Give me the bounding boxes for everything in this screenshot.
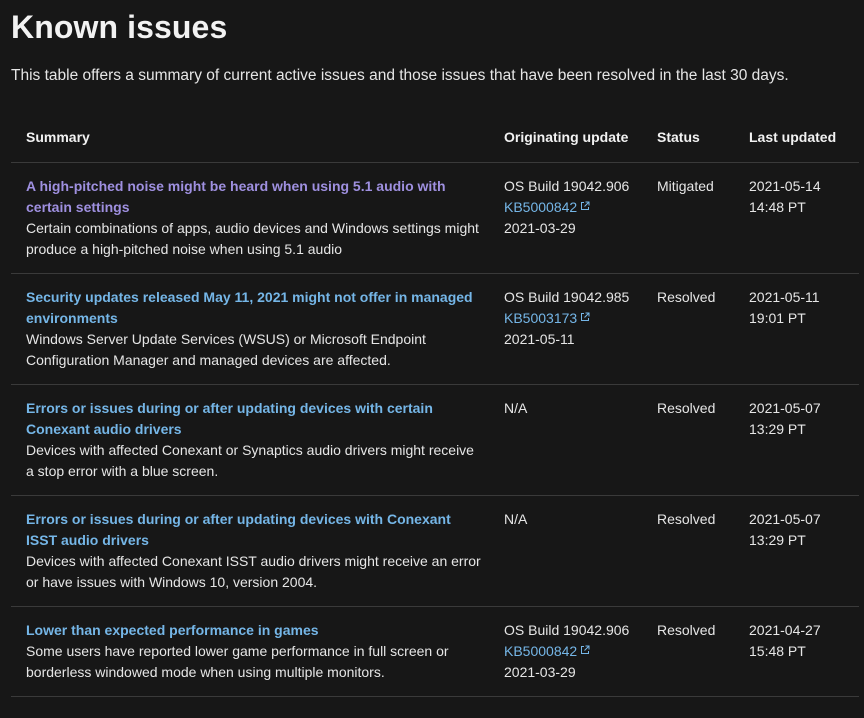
issue-description: Windows Server Update Services (WSUS) or…: [26, 331, 426, 368]
table-row: Errors or issues during or after updatin…: [11, 384, 859, 496]
page-title: Known issues: [11, 9, 228, 45]
header-status: Status: [642, 117, 734, 163]
last-updated-cell: 2021-05-07 13:29 PT: [734, 384, 859, 496]
kb-date: 2021-03-29: [504, 664, 576, 680]
os-build: N/A: [504, 511, 528, 527]
last-updated-cell: 2021-05-11 19:01 PT: [734, 273, 859, 385]
header-originating-update: Originating update: [489, 117, 642, 163]
external-link-icon: [581, 312, 590, 321]
known-issues-table: Summary Originating update Status Last u…: [11, 117, 859, 697]
kb-date: 2021-05-11: [504, 331, 575, 347]
kb-link-label: KB5003173: [504, 310, 578, 326]
updated-time: 15:48 PT: [749, 643, 806, 659]
external-link-icon: [581, 645, 590, 654]
issue-title-link[interactable]: Lower than expected performance in games: [26, 622, 319, 638]
table-row: Security updates released May 11, 2021 m…: [11, 273, 859, 385]
table-header-row: Summary Originating update Status Last u…: [11, 117, 859, 163]
status-cell: Resolved: [642, 495, 734, 607]
updated-date: 2021-05-14: [749, 178, 821, 194]
summary-cell: Errors or issues during or after updatin…: [11, 384, 489, 496]
status-cell: Mitigated: [642, 162, 734, 274]
status-cell: Resolved: [642, 384, 734, 496]
external-link-icon: [581, 201, 590, 210]
issue-description: Devices with affected Conexant ISST audi…: [26, 553, 481, 590]
summary-cell: Security updates released May 11, 2021 m…: [11, 273, 489, 385]
originating-update-cell: OS Build 19042.906 KB5000842 2021-03-29: [489, 606, 642, 697]
updated-time: 13:29 PT: [749, 421, 806, 437]
issue-description: Devices with affected Conexant or Synapt…: [26, 442, 474, 479]
originating-update-cell: OS Build 19042.906 KB5000842 2021-03-29: [489, 162, 642, 274]
table-row: Errors or issues during or after updatin…: [11, 495, 859, 607]
kb-link[interactable]: KB5003173: [504, 310, 590, 326]
kb-link[interactable]: KB5000842: [504, 643, 590, 659]
kb-link-label: KB5000842: [504, 199, 578, 215]
originating-update-cell: N/A: [489, 495, 642, 607]
last-updated-cell: 2021-04-27 15:48 PT: [734, 606, 859, 697]
originating-update-cell: N/A: [489, 384, 642, 496]
summary-cell: Errors or issues during or after updatin…: [11, 495, 489, 607]
os-build: OS Build 19042.906: [504, 178, 630, 194]
intro-text: This table offers a summary of current a…: [11, 67, 789, 84]
updated-time: 13:29 PT: [749, 532, 806, 548]
updated-date: 2021-05-11: [749, 289, 820, 305]
summary-cell: Lower than expected performance in games…: [11, 606, 489, 697]
originating-update-cell: OS Build 19042.985 KB5003173 2021-05-11: [489, 273, 642, 385]
updated-date: 2021-05-07: [749, 511, 821, 527]
updated-date: 2021-05-07: [749, 400, 821, 416]
issue-title-link[interactable]: A high-pitched noise might be heard when…: [26, 178, 446, 215]
header-last-updated: Last updated: [734, 117, 859, 163]
issue-title-link[interactable]: Errors or issues during or after updatin…: [26, 511, 451, 548]
issue-description: Some users have reported lower game perf…: [26, 643, 449, 680]
os-build: OS Build 19042.906: [504, 622, 630, 638]
last-updated-cell: 2021-05-14 14:48 PT: [734, 162, 859, 274]
issue-title-link[interactable]: Security updates released May 11, 2021 m…: [26, 289, 473, 326]
table-row: Lower than expected performance in games…: [11, 606, 859, 697]
kb-date: 2021-03-29: [504, 220, 576, 236]
last-updated-cell: 2021-05-07 13:29 PT: [734, 495, 859, 607]
status-cell: Resolved: [642, 273, 734, 385]
issue-title-link[interactable]: Errors or issues during or after updatin…: [26, 400, 433, 437]
updated-date: 2021-04-27: [749, 622, 821, 638]
summary-cell: A high-pitched noise might be heard when…: [11, 162, 489, 274]
updated-time: 14:48 PT: [749, 199, 806, 215]
os-build: N/A: [504, 400, 528, 416]
status-cell: Resolved: [642, 606, 734, 697]
updated-time: 19:01 PT: [749, 310, 806, 326]
header-summary: Summary: [11, 117, 489, 163]
kb-link[interactable]: KB5000842: [504, 199, 590, 215]
table-row: A high-pitched noise might be heard when…: [11, 162, 859, 274]
os-build: OS Build 19042.985: [504, 289, 630, 305]
kb-link-label: KB5000842: [504, 643, 578, 659]
issue-description: Certain combinations of apps, audio devi…: [26, 220, 479, 257]
